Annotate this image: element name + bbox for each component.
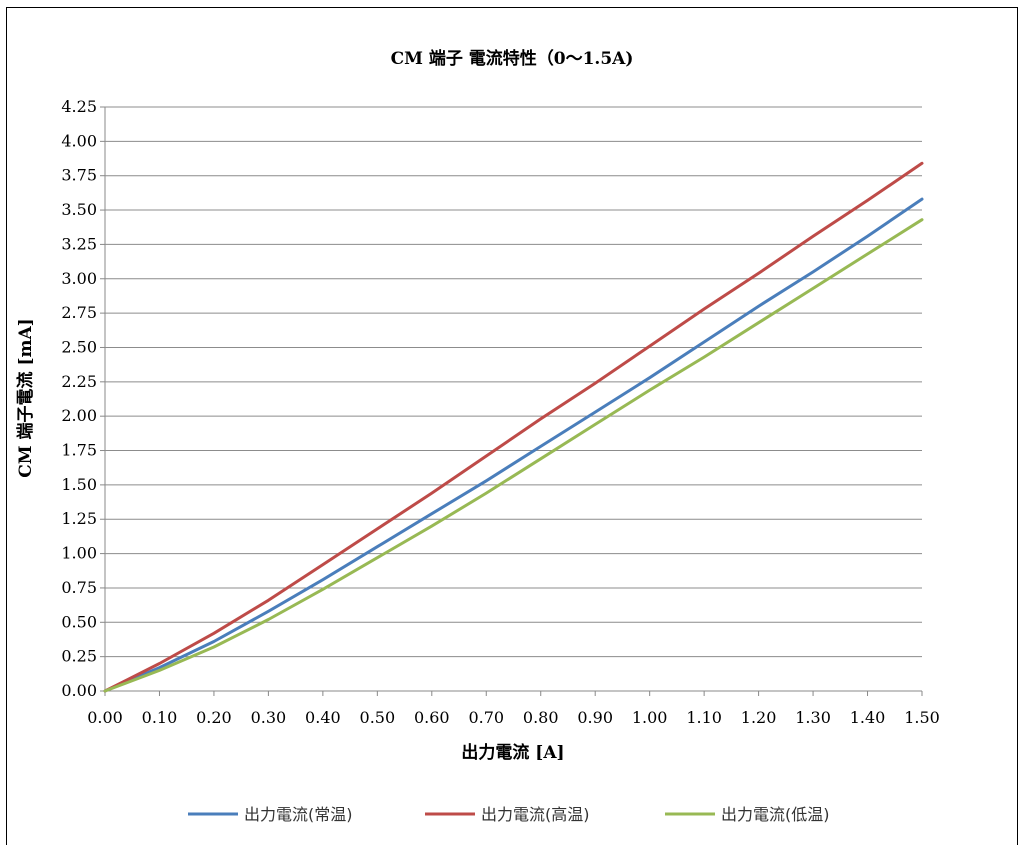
series-line-3 [103,218,924,693]
y-tick-label: 0.25 [61,647,97,666]
y-tick-label: 1.75 [61,441,97,460]
legend-item: 出力電流(低温) [665,805,830,824]
y-tick-label: 1.50 [61,475,97,494]
x-tick-label: 0.80 [523,708,559,727]
chart-frame [6,7,1018,845]
x-axis-label: 出力電流 [A] [461,742,564,763]
y-tick-label: 2.00 [61,406,97,425]
legend-label: 出力電流(低温) [721,805,830,824]
y-tick-label: 0.50 [61,612,97,631]
x-tick-label: 0.60 [414,708,450,727]
x-tick-label: 1.50 [904,708,940,727]
x-tick-label: 0.20 [196,708,232,727]
y-tick-label: 2.75 [61,303,97,322]
x-tick-label: 1.20 [741,708,777,727]
legend-item: 出力電流(高温) [425,805,590,824]
y-tick-label: 3.00 [61,269,97,288]
y-tick-label: 0.00 [61,681,97,700]
x-tick-label: 1.00 [632,708,668,727]
legend-label: 出力電流(高温) [481,805,590,824]
legend: 出力電流(常温) 出力電流(高温) 出力電流(低温) [188,805,830,824]
x-tick-label: 1.40 [850,708,886,727]
x-tick-label: 0.30 [251,708,287,727]
x-tick-label: 1.30 [795,708,831,727]
series-lines [103,161,924,693]
y-tick-label: 3.75 [61,166,97,185]
series-line-1 [103,197,924,693]
series-line-2 [103,161,924,693]
y-tick-labels: 0.00 0.25 0.50 0.75 1.00 1.25 1.50 1.75 2.00 2.25… [61,97,97,700]
y-axis-label: CM 端子電流 [mA] [15,318,36,477]
y-tick-label: 3.25 [61,234,97,253]
x-tick-label: 0.70 [468,708,504,727]
x-tick-label: 0.00 [87,708,123,727]
x-tick-label: 0.90 [577,708,613,727]
y-tick-label: 2.50 [61,337,97,356]
chart-title: CM 端子 電流特性（0～1.5A) [391,48,634,69]
x-tick-label: 0.50 [360,708,396,727]
x-tick-label: 0.40 [305,708,341,727]
y-tick-label: 0.75 [61,578,97,597]
x-tick-labels: 0.00 0.10 0.20 0.30 0.40 0.50 0.60 0.70 0.80 0.90… [87,708,940,727]
y-tick-label: 4.00 [61,131,97,150]
legend-label: 出力電流(常温) [244,805,353,824]
y-tick-label: 3.50 [61,200,97,219]
gridlines [100,106,923,696]
legend-item: 出力電流(常温) [188,805,353,824]
x-tick-label: 1.10 [686,708,722,727]
y-tick-label: 1.25 [61,509,97,528]
x-tick-label: 0.10 [142,708,178,727]
y-tick-label: 1.00 [61,544,97,563]
y-tick-label: 2.25 [61,372,97,391]
y-tick-label: 4.25 [61,97,97,116]
